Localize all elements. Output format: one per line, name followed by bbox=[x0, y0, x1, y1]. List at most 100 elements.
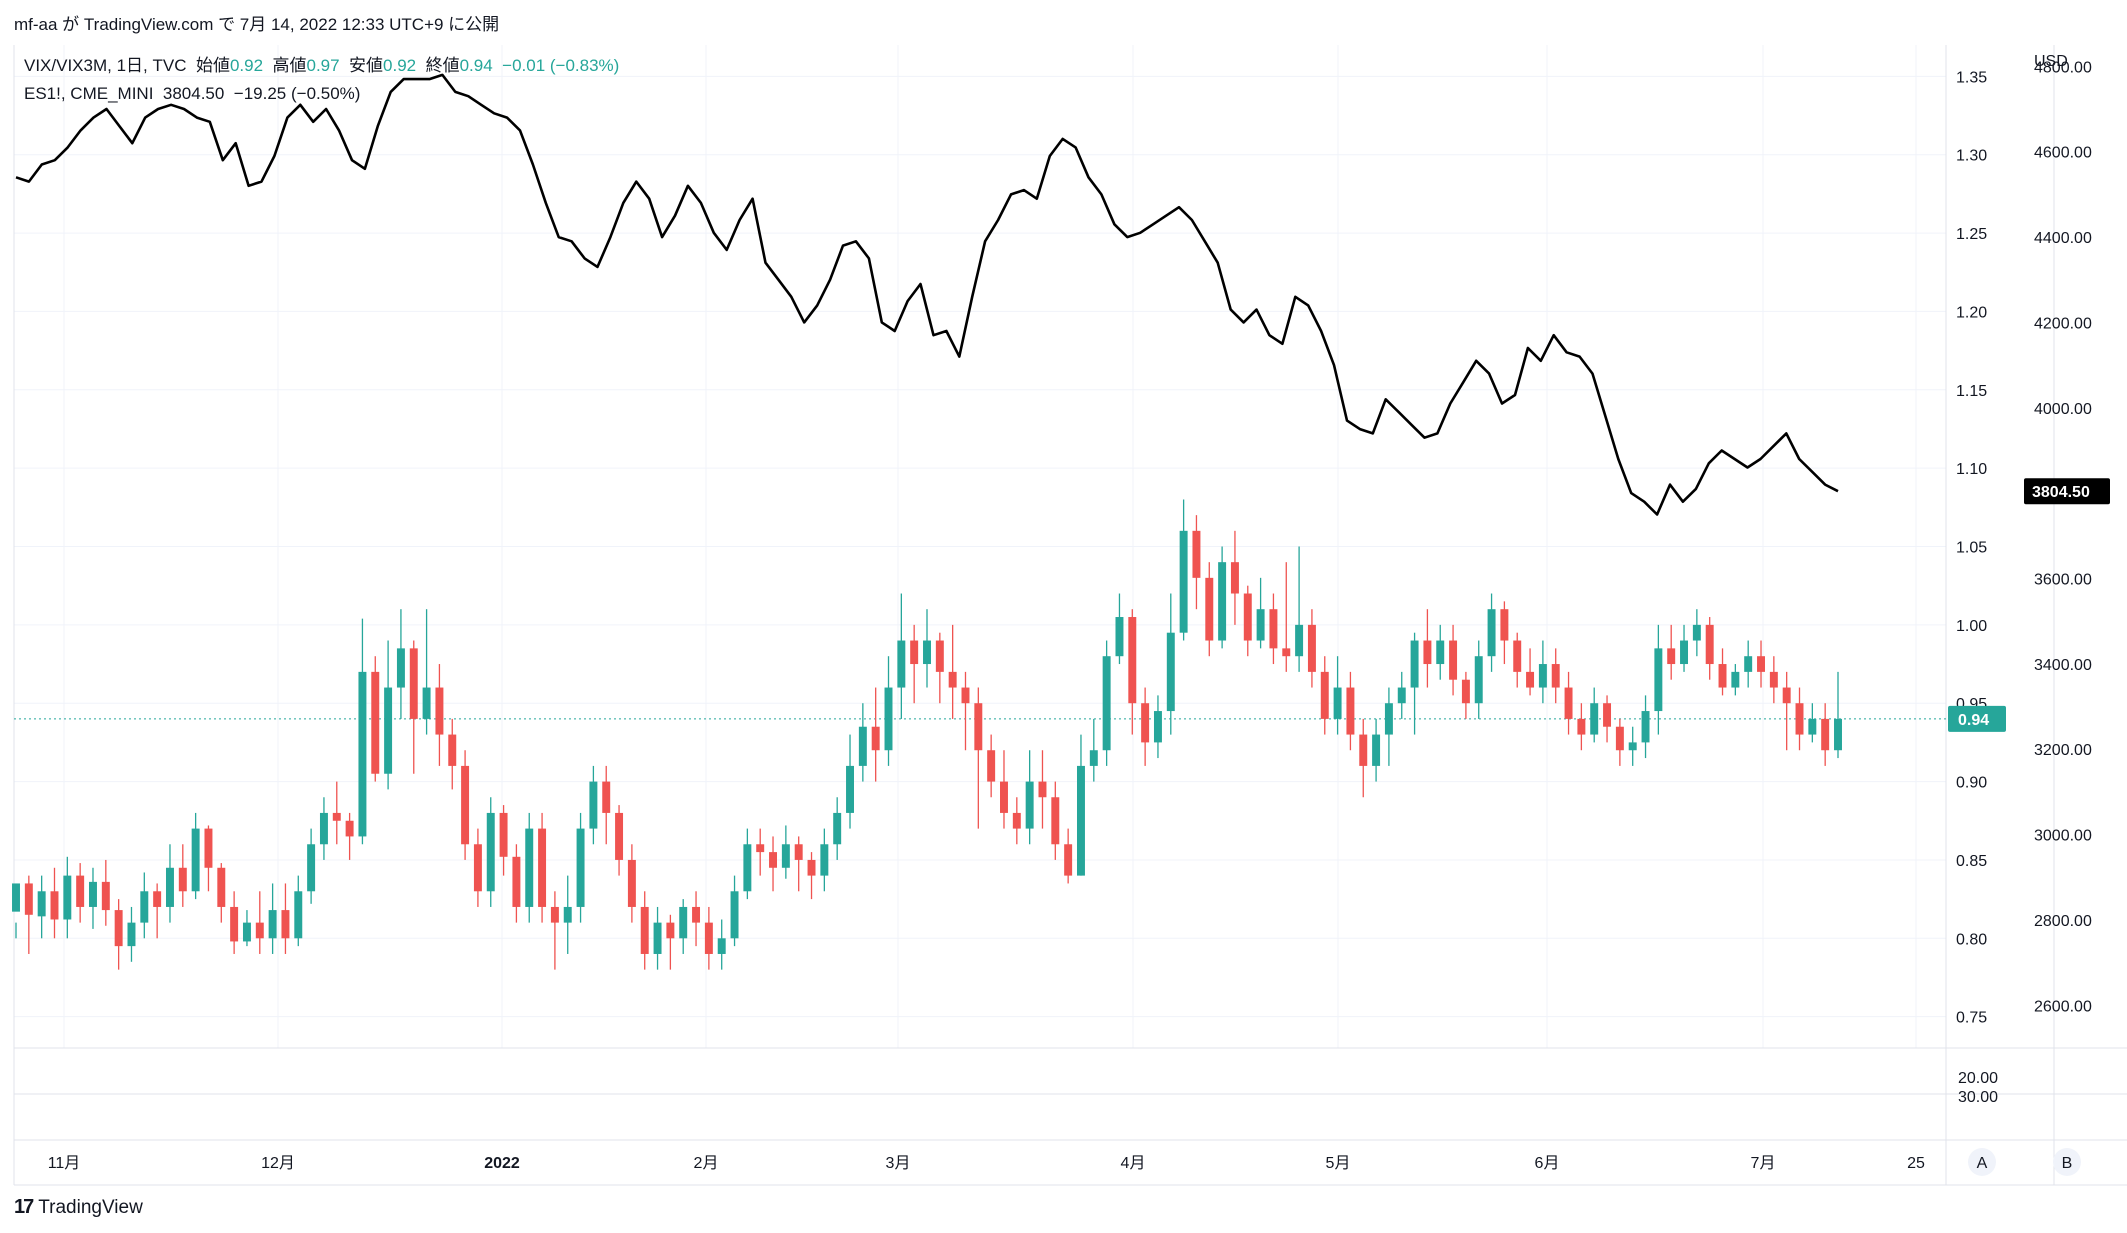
candle-body bbox=[409, 648, 418, 719]
candle bbox=[935, 632, 944, 704]
candle-body bbox=[63, 875, 72, 920]
ratio-tick-label: 0.80 bbox=[1956, 931, 1987, 948]
time-tick-label: 7月 bbox=[1751, 1155, 1776, 1172]
candle-body bbox=[666, 922, 675, 939]
candle-body bbox=[538, 828, 547, 907]
svg-text:3804.50: 3804.50 bbox=[2032, 484, 2090, 501]
candle-body bbox=[589, 781, 598, 829]
candle-body bbox=[704, 922, 713, 954]
candle-body bbox=[358, 671, 367, 837]
legend-low-label: 安値 bbox=[349, 56, 384, 75]
legend-row-es: ES1!, CME_MINI 3804.50 −19.25 (−0.50%) bbox=[24, 80, 619, 108]
candle bbox=[50, 867, 59, 939]
candle-body bbox=[1153, 711, 1162, 743]
candle bbox=[1012, 797, 1021, 845]
candle bbox=[1282, 562, 1291, 672]
candle-body bbox=[846, 765, 854, 813]
candle bbox=[1551, 648, 1560, 704]
candle-body bbox=[1000, 781, 1008, 813]
candle bbox=[974, 687, 983, 829]
candle bbox=[615, 805, 624, 876]
candle-body bbox=[101, 881, 110, 911]
candle bbox=[1141, 687, 1150, 766]
candle bbox=[781, 825, 790, 879]
candle bbox=[807, 852, 816, 900]
log-scale-button[interactable]: B bbox=[2053, 1148, 2081, 1176]
candle bbox=[345, 812, 354, 860]
time-axis[interactable]: 11月 12月 2022 2月 3月 4月 5月 6月 7月 25 bbox=[48, 1155, 1925, 1172]
candle-body bbox=[781, 844, 790, 868]
candle-body bbox=[1089, 750, 1098, 766]
candle-body bbox=[255, 922, 264, 939]
lower-pane-tick-label: 30.00 bbox=[1958, 1089, 1998, 1106]
candle bbox=[1692, 609, 1701, 657]
legend-high-value: 0.97 bbox=[306, 56, 340, 75]
candle bbox=[794, 836, 803, 892]
lower-pane-tick-label: 20.00 bbox=[1958, 1070, 1998, 1087]
candle bbox=[217, 863, 226, 923]
legend-low-value: 0.92 bbox=[383, 56, 417, 75]
candle-body bbox=[1243, 593, 1252, 641]
candle bbox=[473, 828, 482, 907]
candle bbox=[1295, 546, 1304, 672]
candle-body bbox=[1564, 687, 1573, 719]
candle bbox=[948, 624, 957, 719]
tradingview-logo-icon: 17 bbox=[14, 1196, 34, 1218]
candle bbox=[1333, 656, 1342, 735]
candle bbox=[1449, 624, 1458, 696]
candle bbox=[358, 618, 367, 845]
candle bbox=[499, 805, 508, 876]
es-tick-label: 4200.00 bbox=[2034, 315, 2092, 332]
candle bbox=[255, 891, 264, 954]
es-price-axis[interactable]: 4800.004600.004400.004200.004000.003800.… bbox=[2034, 59, 2092, 1015]
tradingview-logo[interactable]: 17 TradingView bbox=[14, 1196, 143, 1219]
auto-scale-button[interactable]: A bbox=[1968, 1148, 1996, 1176]
candle bbox=[1307, 609, 1316, 688]
candle bbox=[268, 883, 277, 954]
candle bbox=[1230, 530, 1239, 625]
candle bbox=[730, 875, 739, 947]
candle bbox=[1243, 585, 1252, 657]
candle bbox=[550, 891, 559, 970]
candle bbox=[1526, 648, 1535, 696]
candle-body bbox=[1461, 679, 1470, 704]
candle bbox=[1590, 687, 1599, 743]
candle-body bbox=[1769, 671, 1778, 688]
candle-body bbox=[1410, 640, 1419, 688]
candle bbox=[1808, 703, 1817, 743]
candle bbox=[37, 875, 46, 939]
candle bbox=[627, 844, 636, 923]
candle-body bbox=[268, 910, 277, 939]
ratio-tick-label: 0.75 bbox=[1956, 1010, 1987, 1027]
candle-body bbox=[1731, 671, 1740, 688]
candle-body bbox=[1051, 797, 1060, 845]
ratio-tick-label: 1.15 bbox=[1956, 383, 1987, 400]
candle bbox=[1076, 734, 1085, 876]
candle bbox=[1192, 515, 1201, 610]
candle bbox=[1166, 593, 1175, 735]
candle bbox=[1538, 640, 1547, 704]
es-tick-label: 3200.00 bbox=[2034, 742, 2092, 759]
candle-body bbox=[204, 828, 213, 868]
candle bbox=[1064, 828, 1073, 884]
candle-body bbox=[1782, 687, 1791, 704]
candle bbox=[769, 836, 778, 892]
candle bbox=[1474, 640, 1483, 719]
candle bbox=[1384, 687, 1393, 766]
candle-body bbox=[1615, 726, 1624, 751]
candle bbox=[1564, 671, 1573, 735]
candle bbox=[89, 867, 97, 929]
candle bbox=[204, 825, 213, 892]
candle bbox=[640, 891, 649, 970]
ratio-price-axis[interactable]: 1.351.301.251.201.151.101.051.000.950.90… bbox=[1956, 69, 1987, 1026]
chart-legend: VIX/VIX3M, 1日, TVC 始値0.92 高値0.97 安値0.92 … bbox=[24, 52, 619, 108]
candle bbox=[1128, 609, 1137, 735]
candle bbox=[1000, 750, 1008, 829]
candle-body bbox=[1551, 664, 1560, 688]
candle bbox=[230, 891, 239, 954]
candle bbox=[1628, 726, 1637, 766]
candle-body bbox=[1667, 648, 1676, 665]
candle bbox=[1089, 718, 1098, 782]
candle bbox=[1731, 664, 1740, 696]
